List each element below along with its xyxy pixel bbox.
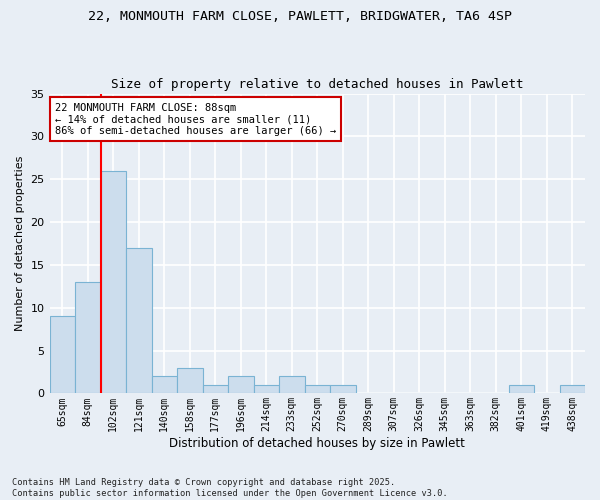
Bar [228,376,254,394]
Text: 22 MONMOUTH FARM CLOSE: 88sqm
← 14% of detached houses are smaller (11)
86% of s: 22 MONMOUTH FARM CLOSE: 88sqm ← 14% of d… [55,102,336,136]
Bar [330,385,356,394]
Bar [254,385,279,394]
Bar [560,385,585,394]
X-axis label: Distribution of detached houses by size in Pawlett: Distribution of detached houses by size … [169,437,465,450]
Bar [75,282,101,394]
Bar [177,368,203,394]
Bar [203,385,228,394]
Title: Size of property relative to detached houses in Pawlett: Size of property relative to detached ho… [111,78,524,91]
Bar [152,376,177,394]
Text: 22, MONMOUTH FARM CLOSE, PAWLETT, BRIDGWATER, TA6 4SP: 22, MONMOUTH FARM CLOSE, PAWLETT, BRIDGW… [88,10,512,23]
Bar [279,376,305,394]
Bar [101,170,126,394]
Y-axis label: Number of detached properties: Number of detached properties [15,156,25,331]
Bar [305,385,330,394]
Bar [126,248,152,394]
Bar [509,385,534,394]
Text: Contains HM Land Registry data © Crown copyright and database right 2025.
Contai: Contains HM Land Registry data © Crown c… [12,478,448,498]
Bar [50,316,75,394]
